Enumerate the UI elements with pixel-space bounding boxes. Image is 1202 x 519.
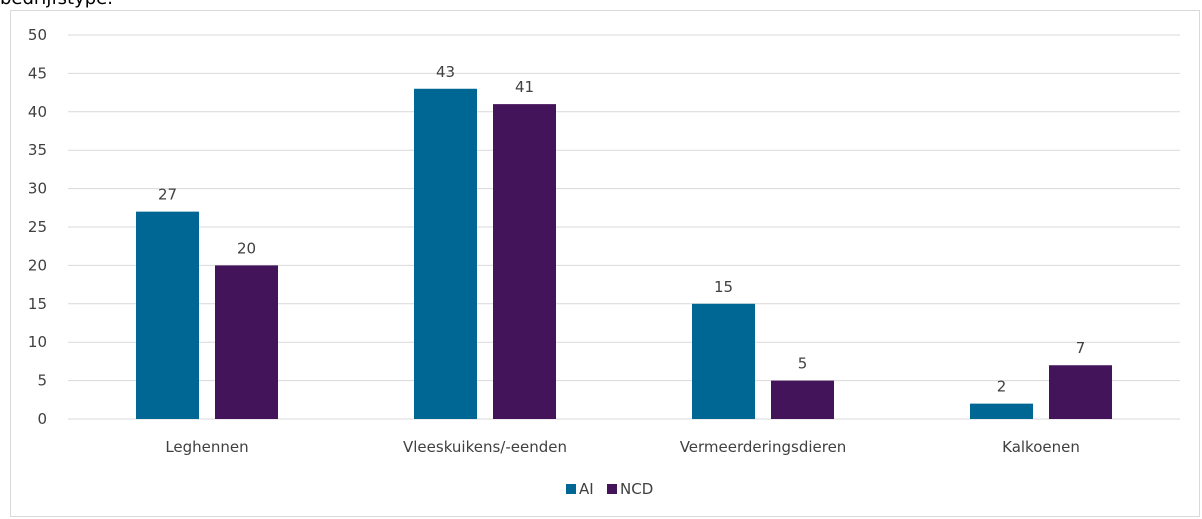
y-tick-label: 40 [28,103,47,121]
y-tick-label: 30 [28,180,47,198]
bar-ai-2 [692,303,755,419]
data-label: 15 [714,278,733,296]
y-tick-label: 50 [28,26,47,44]
chart-frame [10,10,1200,517]
data-label: 2 [997,378,1007,396]
caption-fragment: bedrijfstype. [0,0,113,9]
legend-swatch-ncd [607,484,617,494]
legend-label-ncd: NCD [620,480,653,498]
y-tick-label: 20 [28,256,47,274]
legend-label-ai: AI [579,480,594,498]
y-tick-label: 25 [28,218,47,236]
bar-ncd-3 [1049,365,1112,419]
y-tick-label: 0 [37,410,47,428]
y-tick-label: 10 [28,333,47,351]
y-axis-tick-labels: 0 5 10 15 20 25 30 35 40 45 50 [28,26,47,428]
legend: AI NCD [566,480,653,498]
bar-ncd-1 [493,104,556,420]
y-tick-label: 45 [28,64,47,82]
bar-ai-3 [970,403,1033,419]
category-label: Vermeerderingsdieren [680,438,847,456]
bar-ai-0 [136,211,199,419]
legend-swatch-ai [566,484,576,494]
data-label: 27 [158,186,177,204]
y-tick-label: 15 [28,295,47,313]
bar-ncd-2 [771,380,834,419]
y-tick-label: 35 [28,141,47,159]
bar-ncd-0 [215,265,278,419]
data-label: 43 [436,63,455,81]
data-label: 7 [1076,339,1086,357]
bar-ai-1 [414,88,477,419]
category-label: Vleeskuikens/-eenden [403,438,567,456]
y-tick-label: 5 [37,372,47,390]
category-labels: Leghennen Vleeskuikens/-eenden Vermeerderi… [165,438,1080,456]
data-label: 5 [798,355,808,373]
data-label: 41 [515,78,534,96]
data-label: 20 [237,239,256,257]
category-label: Kalkoenen [1002,438,1080,456]
category-label: Leghennen [165,438,248,456]
bars [136,88,1112,420]
